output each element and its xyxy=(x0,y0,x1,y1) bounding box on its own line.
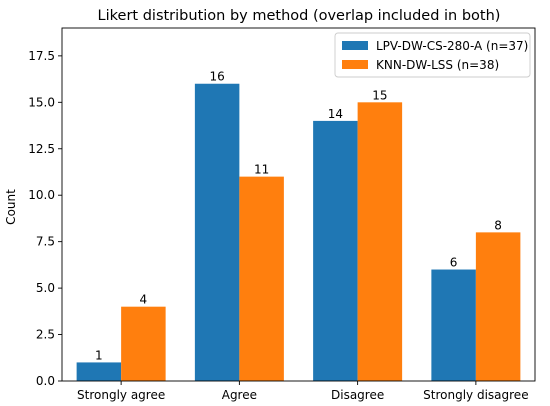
y-axis: 0.0 2.5 5.0 7.5 10.0 12.5 15.0 17.5 xyxy=(28,49,62,388)
bar-value-label: 8 xyxy=(494,218,502,232)
bar-value-label: 6 xyxy=(450,256,458,270)
y-tick-label: 15.0 xyxy=(28,95,55,109)
bar-2-strongly-agree xyxy=(121,306,166,381)
y-tick-label: 10.0 xyxy=(28,188,55,202)
x-axis: Strongly agree Agree Disagree Strongly disa… xyxy=(77,381,529,402)
bar-1-agree xyxy=(194,83,240,381)
y-axis-label: Count xyxy=(4,189,18,225)
x-tick-label: Disagree xyxy=(331,388,384,402)
legend-box xyxy=(334,32,531,78)
y-tick-label: 2.5 xyxy=(36,328,55,342)
y-tick-label: 17.5 xyxy=(28,49,55,63)
bar-value-label: 11 xyxy=(254,163,269,177)
bar-value-label: 4 xyxy=(140,293,148,307)
bar-1-strongly-disagree xyxy=(431,269,476,381)
bars-group xyxy=(76,83,521,381)
bar-value-label: 15 xyxy=(372,88,387,102)
x-tick-label: Agree xyxy=(222,388,257,402)
y-tick-label: 0.0 xyxy=(36,374,55,388)
bar-value-label: 1 xyxy=(95,348,103,362)
y-tick-label: 12.5 xyxy=(28,142,55,156)
y-tick-label: 5.0 xyxy=(36,281,55,295)
bar-2-disagree xyxy=(357,102,403,381)
bar-2-agree xyxy=(239,176,284,381)
plot-frame xyxy=(61,27,536,382)
legend-label: KNN-DW-LSS (n=38) xyxy=(376,58,499,72)
bar-1-strongly-agree xyxy=(76,362,122,381)
value-labels-group: 1 16 14 6 4 11 15 8 xyxy=(95,70,502,363)
legend-swatch xyxy=(342,41,368,50)
chart-title: Likert distribution by method (overlap i… xyxy=(98,8,501,24)
bar-2-strongly-disagree xyxy=(475,232,521,381)
x-tick-label: Strongly agree xyxy=(77,388,165,402)
legend-label: LPV-DW-CS-280-A (n=37) xyxy=(376,39,528,53)
bar-1-disagree xyxy=(313,120,358,381)
x-tick-label: Strongly disagree xyxy=(423,388,528,402)
legend: LPV-DW-CS-280-A (n=37) KNN-DW-LSS (n=38) xyxy=(334,32,531,78)
bar-value-label: 14 xyxy=(328,107,343,121)
bar-value-label: 16 xyxy=(209,70,224,84)
legend-swatch xyxy=(342,60,368,69)
y-tick-label: 7.5 xyxy=(36,235,55,249)
